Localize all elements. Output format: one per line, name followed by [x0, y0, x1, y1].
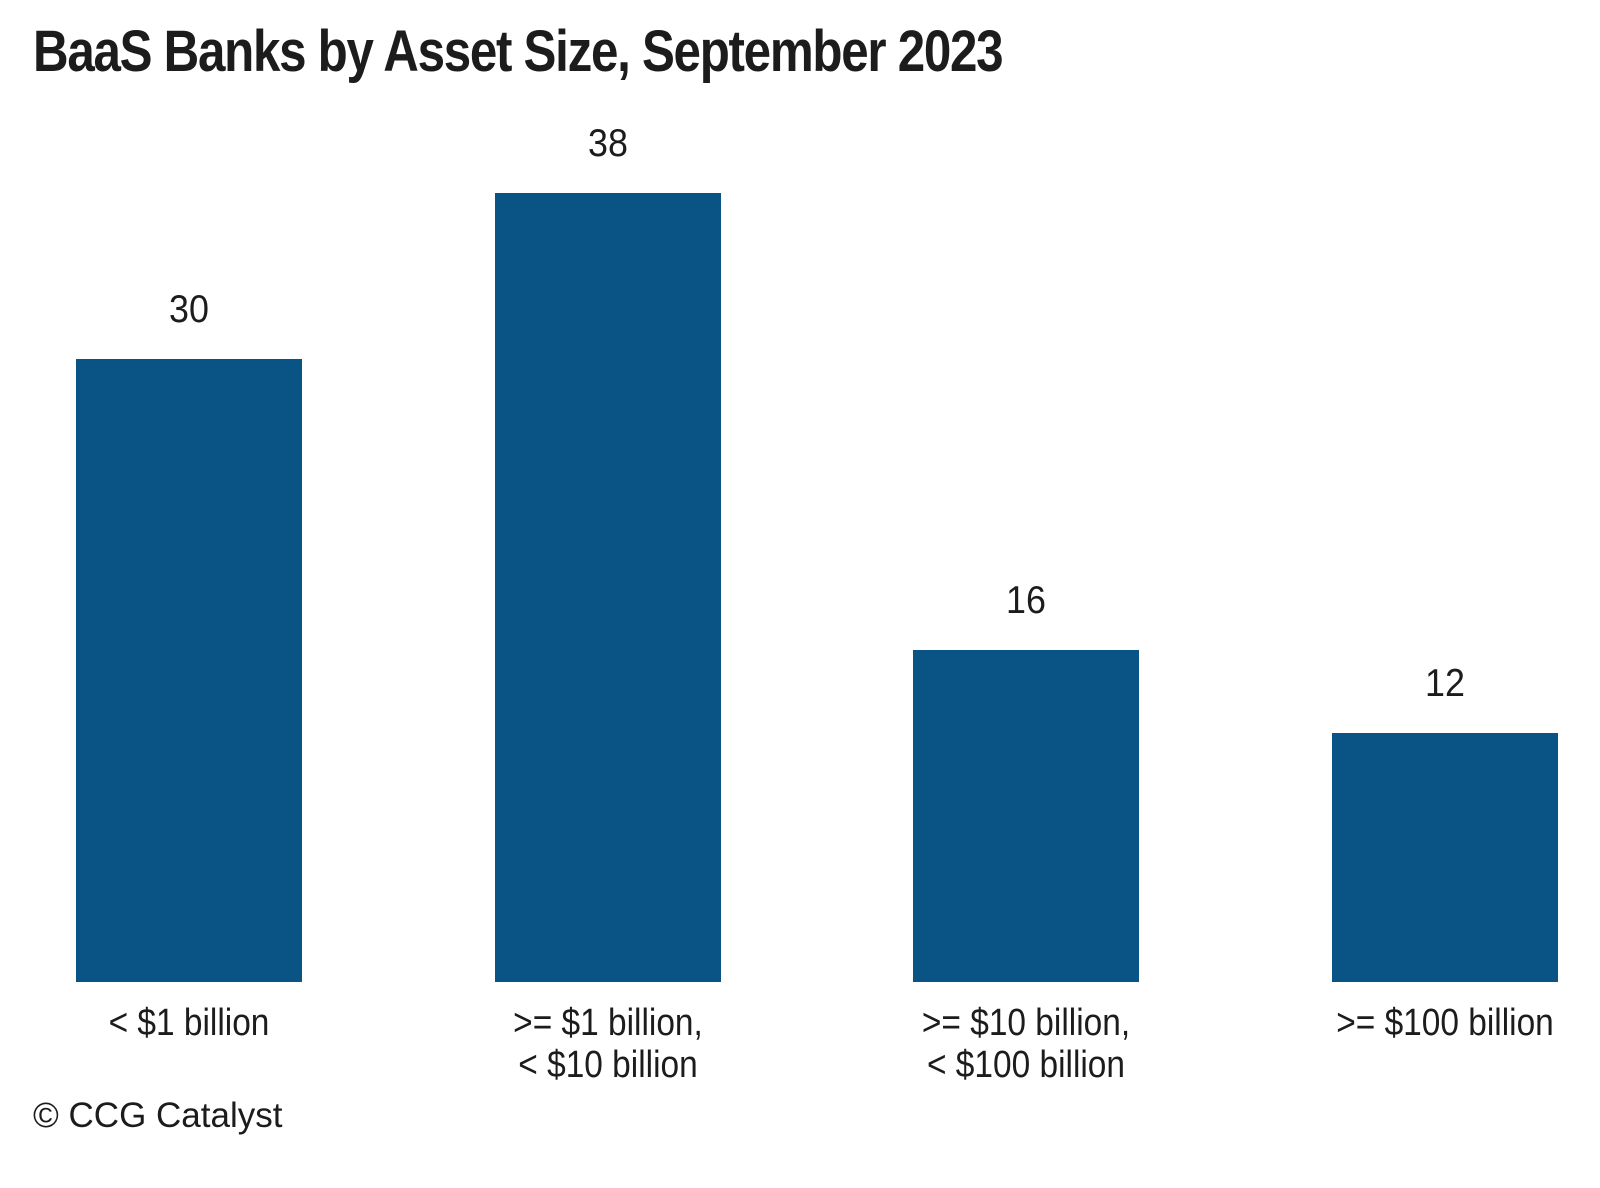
- bar-category-label-2: >= $10 billion, < $100 billion: [921, 1002, 1131, 1086]
- bar-value-label-1: 38: [588, 122, 628, 165]
- bar-category-label-3: >= $100 billion: [1336, 1002, 1554, 1044]
- bar-category-label-0: < $1 billion: [108, 1002, 270, 1044]
- bar-category-label-1: >= $1 billion, < $10 billion: [513, 1002, 703, 1086]
- bar-2: [913, 650, 1139, 982]
- bar-1: [495, 193, 721, 982]
- bar-value-label-3: 12: [1425, 662, 1465, 705]
- bar-value-label-2: 16: [1006, 579, 1046, 622]
- bar-0: [76, 359, 302, 982]
- bar-value-label-0: 30: [169, 288, 209, 331]
- chart-title: BaaS Banks by Asset Size, September 2023: [33, 19, 1004, 84]
- copyright-note: © CCG Catalyst: [33, 1096, 283, 1135]
- bar-3: [1332, 733, 1558, 982]
